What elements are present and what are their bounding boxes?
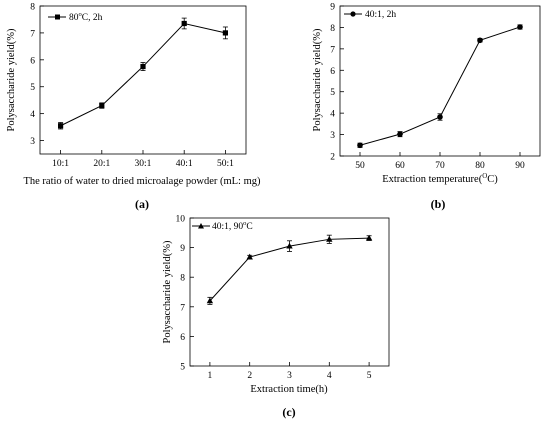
panel-c-xtick-label: 3 [287,371,292,381]
panel-a-marks: 10:1 20:1 30:1 40:1 50:1 3 4 5 6 7 8 [30,3,234,170]
panel-a-xlabel: The ratio of water to dried microalage p… [23,176,261,187]
panel-a-ytick-label: 3 [30,137,35,147]
panel-c-ytick-label: 9 [180,244,185,254]
panel-a-ytick-label: 5 [30,83,35,93]
panel-c-xlabel: Extraction time(h) [250,384,328,395]
panel-c-data-point [365,234,373,241]
panel-c-ylabel: Polysaccharide yield(%) [162,240,173,343]
panel-a-ytick-label: 8 [30,3,35,13]
panel-b-label: (b) [431,197,446,211]
panel-c-plot-frame [189,217,390,367]
panel-c-ytick-label: 8 [180,274,185,284]
panel-b-ytick-label: 5 [330,88,335,98]
panel-b-xtick-label: 70 [435,161,445,171]
panel-a-xtick-label: 30:1 [135,159,152,169]
panel-b-legend-text: 40:1, 2h [365,10,396,20]
panel-b-xlabel-part1: Extraction temperature( [382,174,482,185]
panel-b-xlabel: Extraction temperature(OC) [382,172,498,185]
panel-a-xtick-label: 50:1 [217,159,234,169]
panel-c-data-point [286,242,293,249]
panel-a-xtick-label: 20:1 [93,159,110,169]
panel-a-xtick-label: 10:1 [52,159,69,169]
panel-a-ylabel: Polysaccharide yield(%) [6,28,17,131]
panel-a: 10:1 20:1 30:1 40:1 50:1 3 4 5 6 7 8 Polysaccharid… [6,3,261,212]
panel-a-plot-frame [39,5,247,155]
panel-a-data-point [222,30,228,36]
panel-b-ytick-label: 6 [330,67,335,77]
panel-a-data-point [99,102,105,109]
panel-a-data-point [140,63,146,70]
panel-b-data-point [357,142,363,149]
panel-a-legend-marker [55,14,60,20]
panel-b-marks: 50 60 70 80 90 2 3 4 5 6 7 8 9 [330,3,525,172]
panel-a-ytick-label: 4 [30,110,35,120]
panel-a-ytick-label: 7 [30,29,35,39]
panel-a-ytick-label: 6 [30,56,35,66]
panel-c-data-point [206,297,214,304]
panel-b-data-point [477,37,483,44]
panel-a-legend-degree: o [79,11,82,18]
panel-c-xtick-label: 2 [247,371,252,381]
panel-a-label: (a) [135,197,149,211]
panel-c: 1 2 3 4 5 5 6 7 8 9 10 Polysaccharide yield(%) Ext… [162,215,390,419]
panel-a-series-line [60,22,226,127]
panel-c-data-point [326,235,333,242]
panel-a-legend-text: 80oC, 2h [69,11,103,23]
panel-b-ytick-label: 3 [330,131,335,141]
panel-b-ylabel: Polysaccharide yield(%) [312,28,323,131]
panel-c-xtick-label: 4 [327,371,332,381]
panel-b-data-point [397,131,403,137]
panel-a-legend-part2: C, 2h [82,13,103,23]
panel-c-data-point [246,253,253,260]
panel-b-xlabel-part2: C) [487,174,498,185]
panel-b-ytick-label: 9 [330,3,335,13]
panel-c-legend-degree: o [243,220,246,227]
panel-b-xlabel-degree: O [482,172,487,180]
panel-c-ytick-label: 10 [176,215,186,225]
panel-c-legend-part2: C [246,222,252,232]
panel-b-ytick-label: 4 [330,110,335,120]
panel-c-xtick-label: 1 [208,371,213,381]
panel-a-legend-part1: 80 [69,13,79,23]
panel-c-legend-marker [198,223,204,229]
panel-c-legend-text: 40:1, 90oC [212,220,253,232]
panel-b-xtick-label: 90 [515,161,525,171]
panel-b-legend-marker [350,11,356,17]
panel-b-ytick-label: 7 [330,45,335,55]
panel-a-data-point [58,123,64,129]
panel-c-label: (c) [282,405,295,419]
panel-b-series-line [359,26,521,146]
panel-b-xtick-label: 60 [395,161,405,171]
panel-b-plot-frame [339,5,541,157]
panel-a-xtick-label: 40:1 [176,159,193,169]
panel-a-data-point [181,20,187,27]
panel-c-ytick-label: 7 [180,303,185,313]
panel-b: 50 60 70 80 90 2 3 4 5 6 7 8 9 Polysaccharide yield(… [312,3,541,211]
panel-c-legend-part1: 40:1, 90 [212,222,243,232]
panel-b-ytick-label: 8 [330,24,335,34]
panel-c-marks: 1 2 3 4 5 5 6 7 8 9 10 [176,215,373,381]
panel-c-ytick-label: 5 [180,363,185,373]
panel-c-ytick-label: 6 [180,333,185,343]
panel-b-xtick-label: 50 [355,161,365,171]
panel-c-xtick-label: 5 [367,371,372,381]
panel-b-ytick-label: 2 [330,153,335,163]
panel-b-data-point [517,24,523,30]
panel-b-data-point [437,114,443,120]
panel-b-xtick-label: 80 [475,161,485,171]
